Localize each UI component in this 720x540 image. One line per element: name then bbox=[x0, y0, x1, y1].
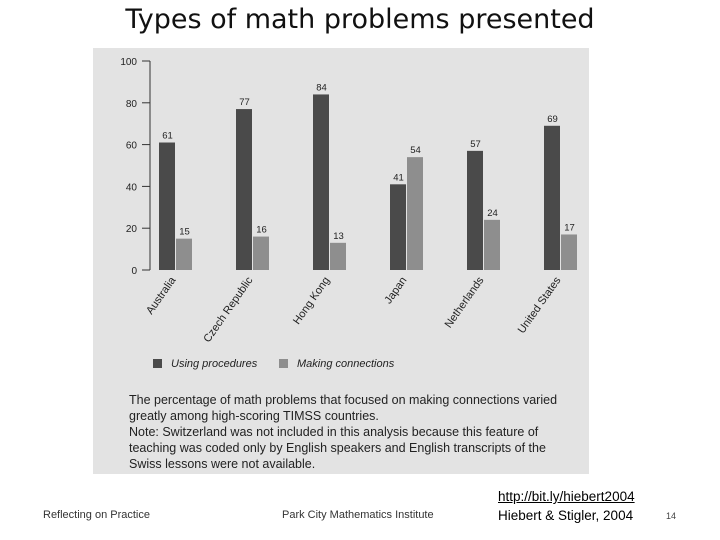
caption-line-1: The percentage of math problems that foc… bbox=[129, 393, 558, 423]
bar-value-label: 41 bbox=[393, 172, 404, 183]
bar-value-label: 16 bbox=[256, 225, 267, 236]
x-tick-label: Czech Republic bbox=[201, 274, 255, 344]
y-tick-label: 60 bbox=[126, 141, 138, 152]
page-number: 14 bbox=[666, 511, 677, 521]
x-tick-label: Australia bbox=[144, 274, 179, 317]
y-tick-label: 40 bbox=[126, 182, 138, 193]
chart-caption: The percentage of math problems that foc… bbox=[129, 392, 569, 472]
bar-value-label: 15 bbox=[179, 227, 190, 238]
source-link[interactable]: http://bit.ly/hiebert2004 bbox=[498, 489, 635, 504]
bar-procedures bbox=[390, 184, 406, 270]
y-tick-label: 20 bbox=[126, 224, 138, 235]
bar-procedures bbox=[544, 125, 560, 270]
bar-connections bbox=[407, 157, 423, 270]
x-tick-label: Netherlands bbox=[443, 274, 487, 330]
legend-swatch bbox=[279, 359, 288, 368]
bar-connections bbox=[484, 219, 500, 270]
bar-connections bbox=[176, 238, 192, 270]
bar-value-label: 57 bbox=[470, 139, 481, 150]
source-citation: Hiebert & Stigler, 2004 bbox=[498, 508, 634, 523]
footer-left: Reflecting on Practice bbox=[43, 509, 150, 521]
legend-label: Using procedures bbox=[171, 358, 258, 370]
chart-figure: 0 20 40 60 80 100 61 15 Australia 77 16 Czech Repub… bbox=[93, 48, 589, 474]
bar-connections bbox=[253, 236, 269, 270]
bar-value-label: 77 bbox=[239, 97, 250, 108]
bar-value-label: 84 bbox=[316, 82, 327, 93]
bar-chart: 0 20 40 60 80 100 61 15 Australia 77 16 Czech Repub… bbox=[120, 57, 577, 370]
y-tick-label: 100 bbox=[120, 57, 137, 68]
footer-center: Park City Mathematics Institute bbox=[282, 509, 434, 521]
bar-value-label: 61 bbox=[162, 131, 173, 142]
slide-title: Types of math problems presented bbox=[125, 4, 595, 35]
x-tick-label: Japan bbox=[382, 275, 409, 306]
bar-procedures bbox=[467, 150, 483, 270]
bar-value-label: 54 bbox=[410, 145, 421, 156]
legend-swatch bbox=[153, 359, 162, 368]
bar-procedures bbox=[313, 94, 329, 270]
x-tick-label: United States bbox=[516, 274, 564, 335]
y-tick-label: 80 bbox=[126, 99, 138, 110]
caption-line-2: Note: Switzerland was not included in th… bbox=[129, 425, 546, 471]
bar-value-label: 24 bbox=[487, 208, 498, 219]
bar-value-label: 17 bbox=[564, 222, 575, 233]
y-tick-label: 0 bbox=[131, 266, 137, 277]
legend-label: Making connections bbox=[297, 358, 395, 370]
bar-connections bbox=[330, 242, 346, 270]
bar-procedures bbox=[159, 142, 175, 270]
bar-value-label: 69 bbox=[547, 114, 558, 125]
x-tick-label: Hong Kong bbox=[291, 275, 332, 327]
bar-connections bbox=[561, 234, 577, 270]
bar-procedures bbox=[236, 109, 252, 270]
bar-value-label: 13 bbox=[333, 231, 344, 242]
